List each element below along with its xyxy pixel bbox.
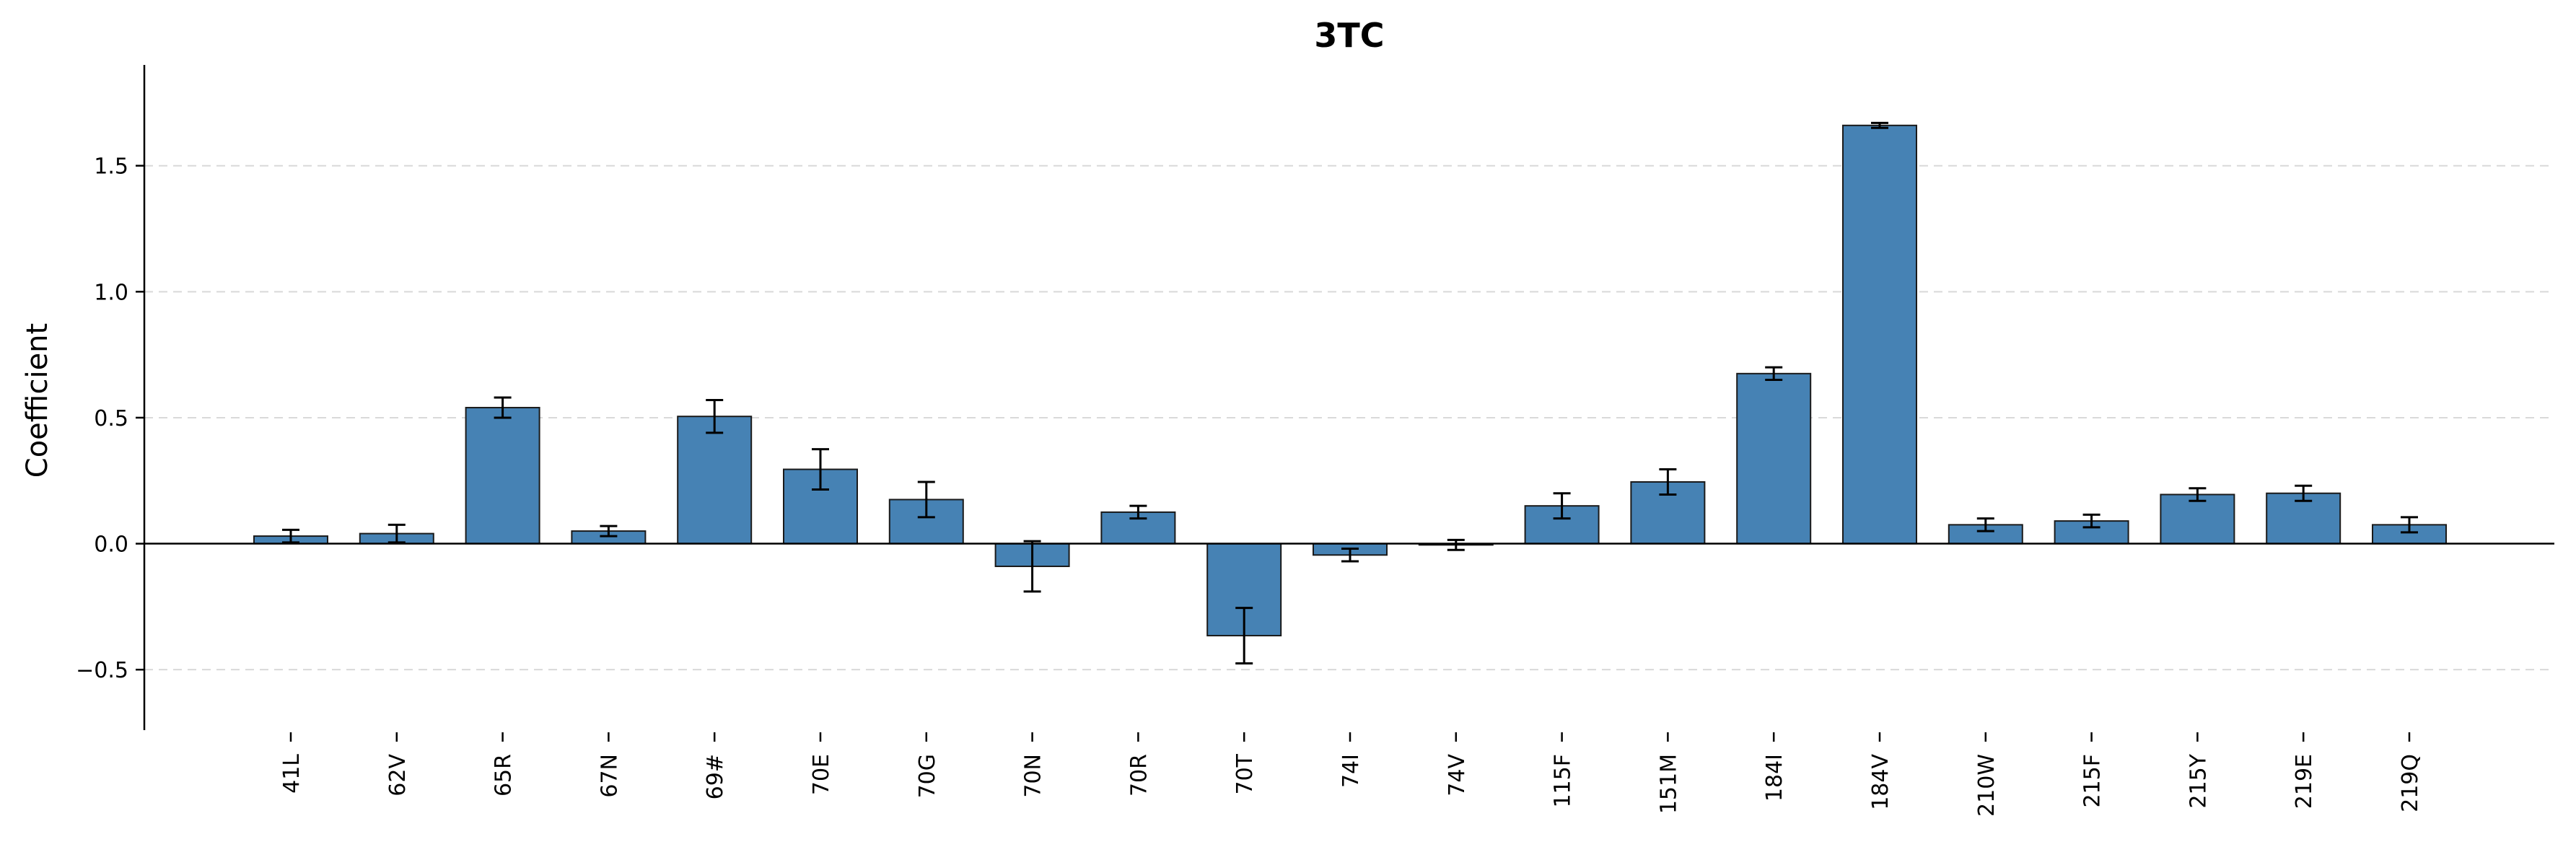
- x-tick-label: 151M: [1656, 754, 1681, 814]
- bar: [1736, 372, 1812, 545]
- x-tick-label: 184V: [1868, 754, 1893, 810]
- chart-title: 3TC: [1314, 16, 1384, 55]
- bar: [465, 406, 540, 545]
- x-tick-label: 219E: [2292, 754, 2317, 809]
- x-tick-label: 65R: [491, 754, 517, 796]
- x-tick-label: 215F: [2080, 754, 2106, 808]
- x-tick-label: 74V: [1445, 754, 1470, 796]
- bar: [677, 416, 753, 545]
- x-tick-label: 219Q: [2398, 754, 2423, 812]
- x-tick-label: 74I: [1339, 754, 1364, 788]
- x-tick-label: 69#: [703, 754, 728, 799]
- x-tick-label: 70N: [1021, 754, 1046, 798]
- y-tick-label: 0.0: [94, 532, 128, 558]
- x-tick-label: 215Y: [2186, 753, 2211, 808]
- x-tick-label: 115F: [1551, 754, 1576, 808]
- bar: [1842, 124, 1917, 545]
- x-tick-label: 70T: [1232, 753, 1258, 794]
- y-tick-label: 0.5: [94, 406, 128, 431]
- x-tick-label: 210W: [1974, 754, 1999, 817]
- x-tick-label: 70R: [1126, 754, 1152, 796]
- y-axis-label: Coefficient: [21, 323, 54, 478]
- x-tick-label: 41L: [279, 754, 305, 794]
- x-tick-label: 62V: [385, 754, 411, 796]
- bars: [253, 121, 2447, 664]
- y-tick-label: 1.0: [94, 280, 128, 305]
- y-tick-label: −0.5: [76, 658, 128, 683]
- grid-lines: [144, 164, 2554, 671]
- axes: [136, 65, 2554, 742]
- x-tick-label: 184I: [1762, 754, 1787, 802]
- x-tick-label: 67N: [597, 754, 622, 798]
- y-tick-label: 1.5: [94, 154, 128, 180]
- x-tick-label: 70G: [915, 754, 940, 798]
- tick-labels: −0.5 0.0 0.5 1.0 1.5 41L 62V 65R 67N 69# 70E 70G 70N…: [76, 154, 2423, 817]
- x-tick-label: 70E: [809, 754, 834, 795]
